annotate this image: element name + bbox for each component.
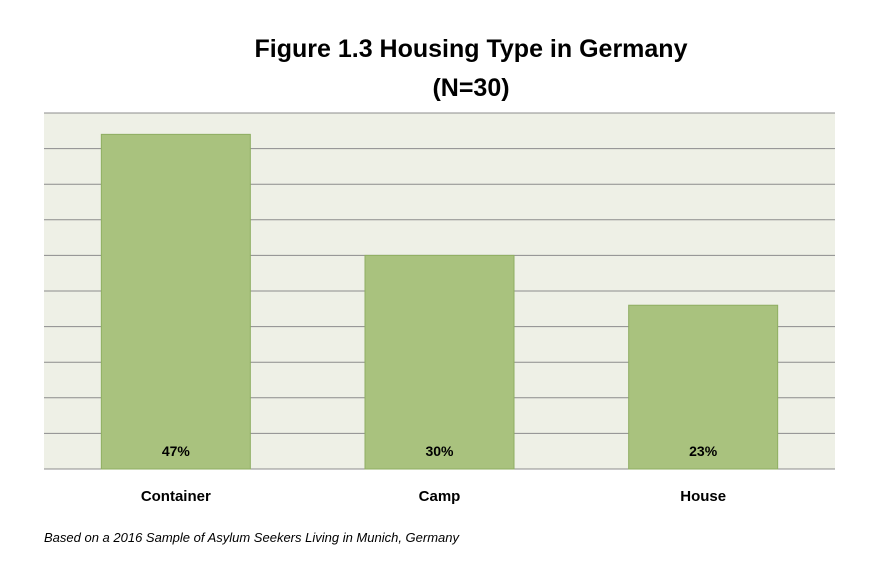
bar-house: [628, 304, 779, 470]
category-label: Container: [141, 488, 211, 505]
data-label: 30%: [425, 443, 454, 459]
chart-subtitle: (N=30): [432, 74, 510, 102]
category-label: Camp: [419, 488, 461, 505]
chart-caption: Based on a 2016 Sample of Asylum Seekers…: [44, 530, 460, 545]
bar-container: [100, 133, 251, 470]
data-label: 23%: [689, 443, 718, 459]
data-label: 47%: [162, 443, 191, 459]
chart-title: Figure 1.3 Housing Type in Germany: [254, 35, 688, 63]
category-label: House: [680, 488, 726, 505]
bar-camp: [364, 254, 515, 470]
